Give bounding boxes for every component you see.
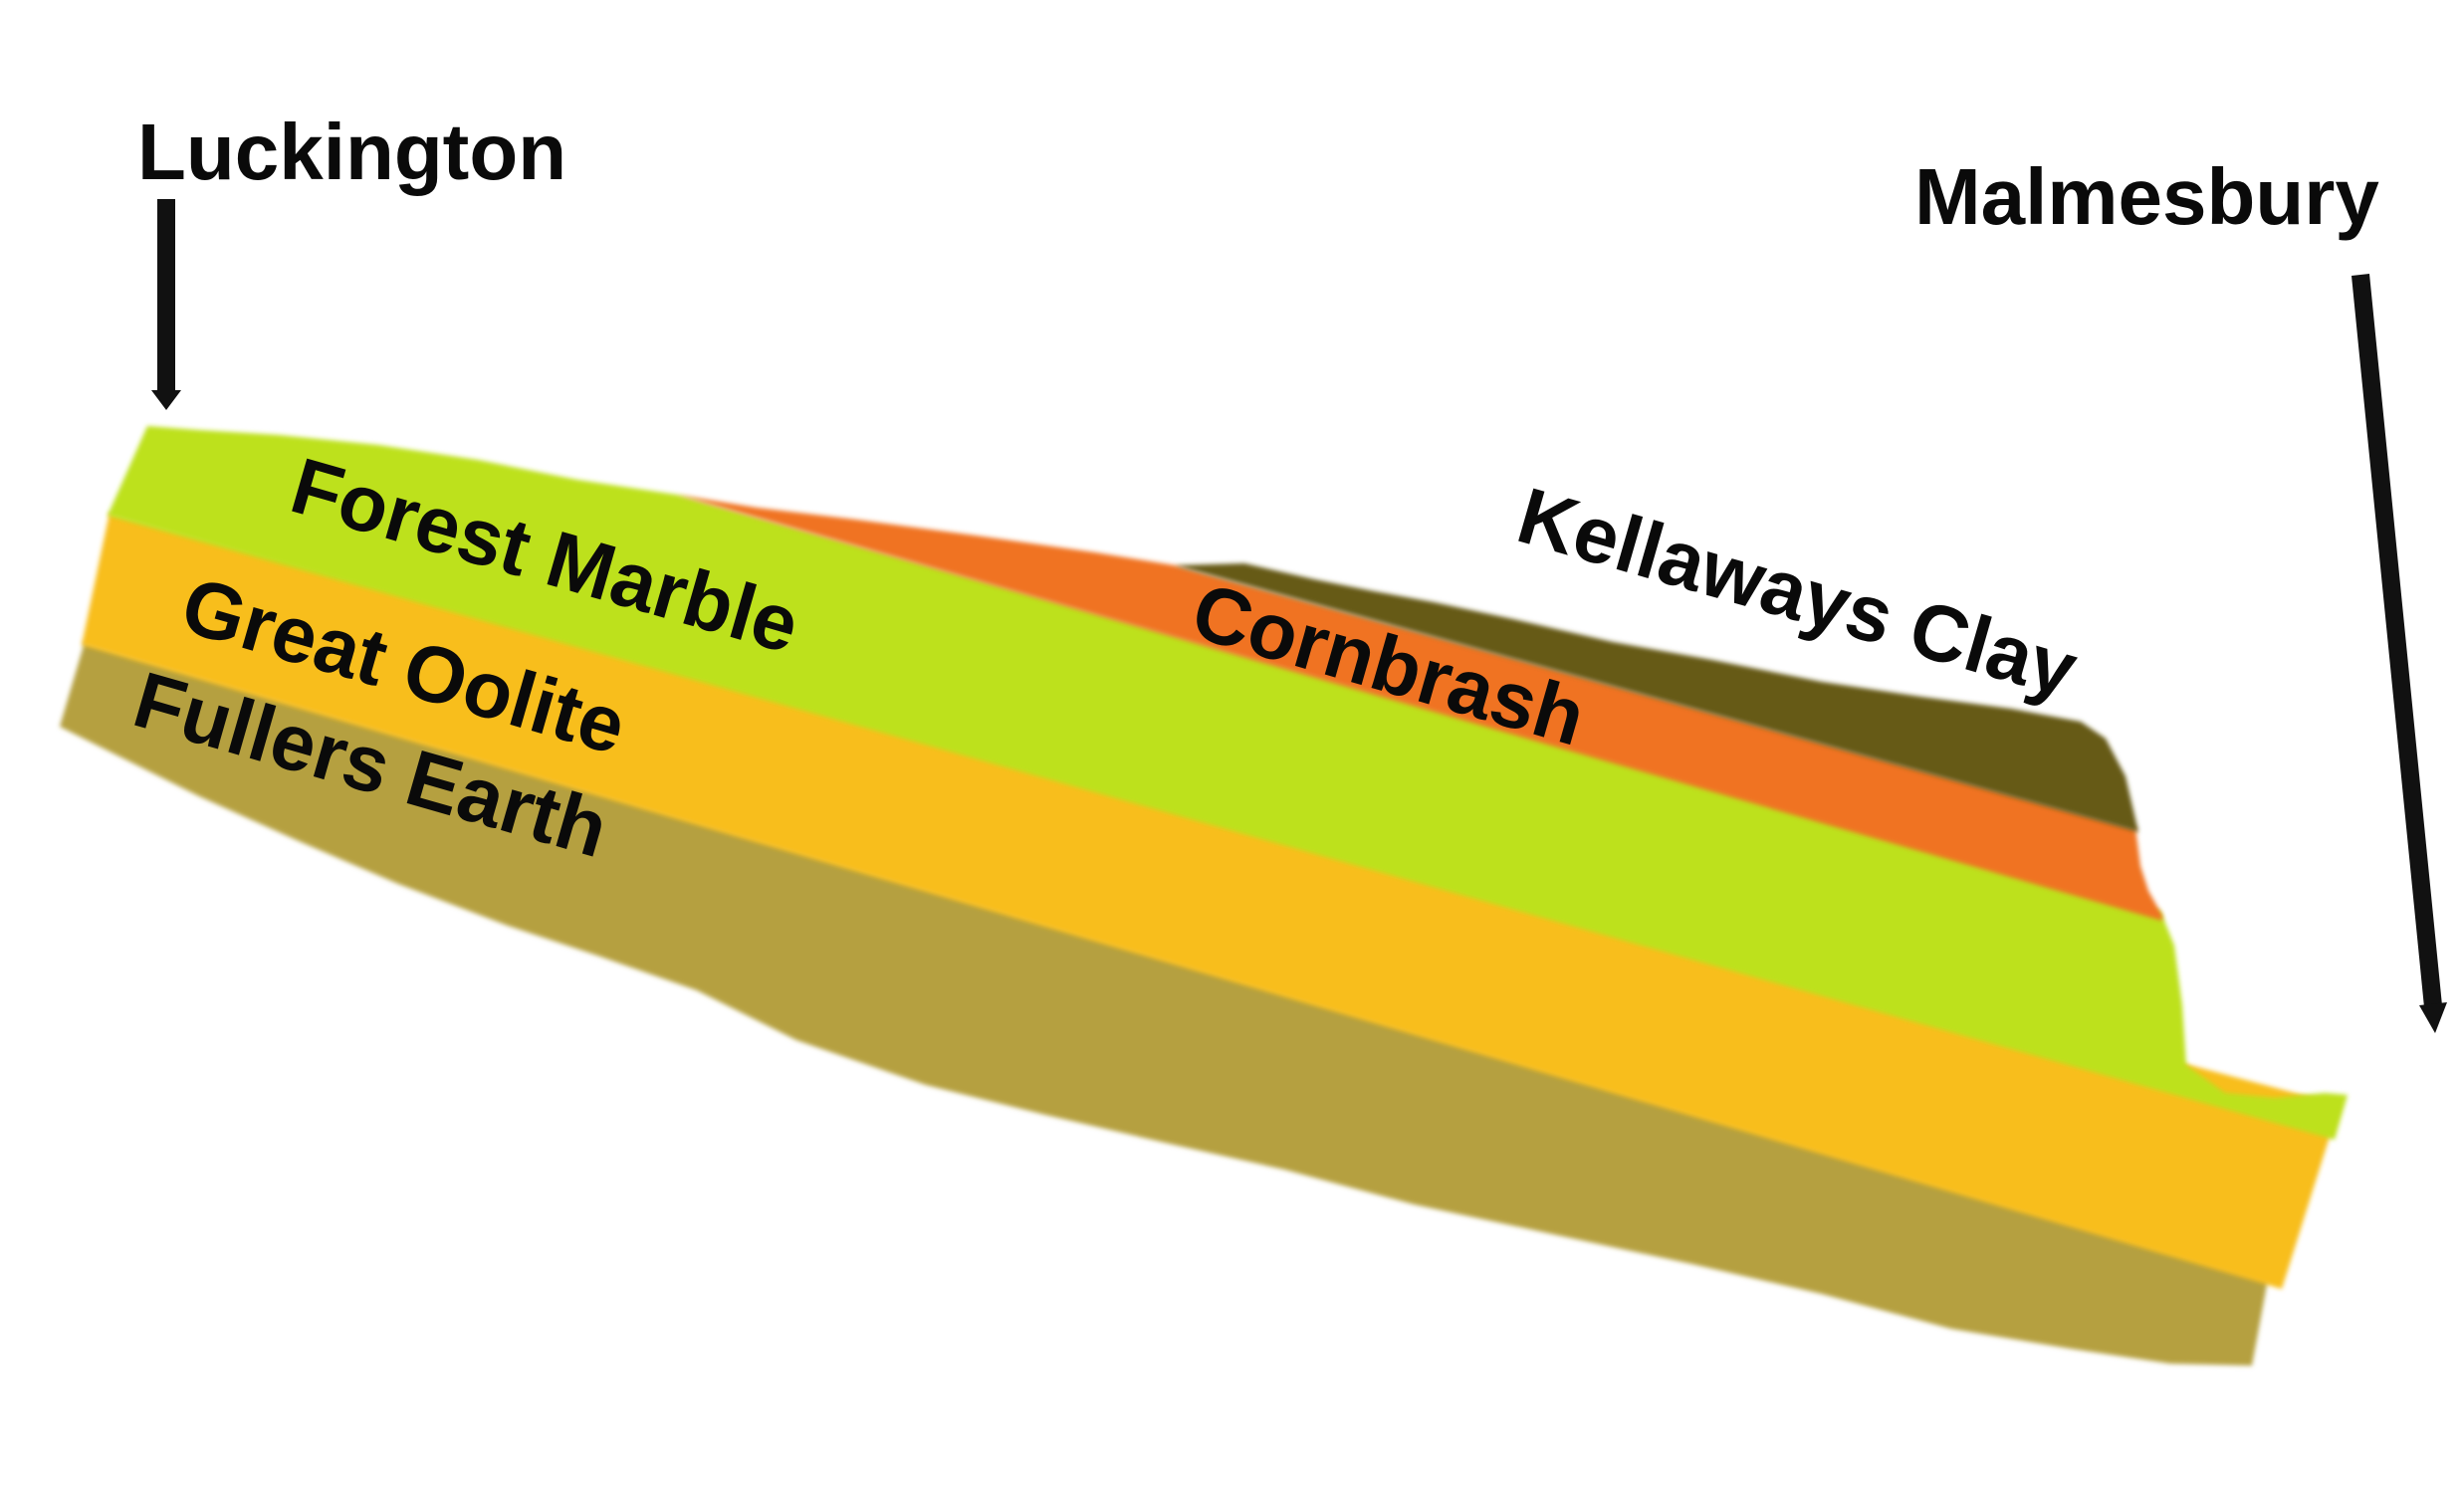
malmesbury-arrow [2352, 274, 2447, 1033]
great-oolite-layer [82, 513, 2340, 1289]
forest-marble-layer [108, 426, 2348, 1140]
fullers-earth-layer [60, 642, 2268, 1366]
luckington-arrow [151, 199, 181, 410]
luckington-label: Luckington [137, 107, 566, 196]
kellaways-clay-layer [1175, 563, 2138, 832]
cornbrash-layer [677, 495, 2162, 921]
malmesbury-label: Malmesbury [1914, 152, 2379, 241]
